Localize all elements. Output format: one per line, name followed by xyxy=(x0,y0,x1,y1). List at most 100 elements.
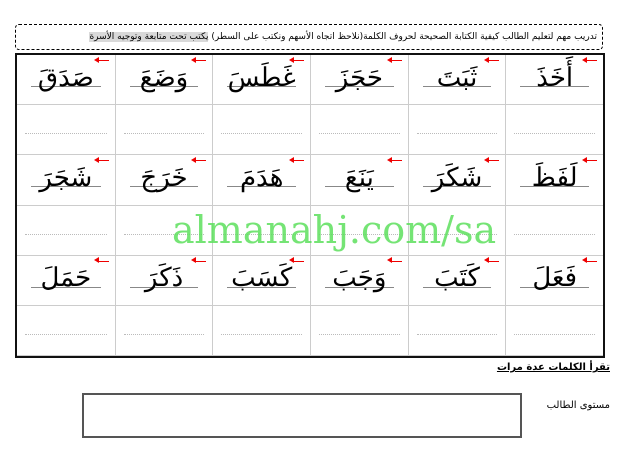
word-cell: وَجَبَ xyxy=(310,255,408,306)
practice-word: وَجَبَ xyxy=(332,263,387,294)
word-cell: غَطَسَ xyxy=(212,55,311,106)
word-cell: لَفَظَ xyxy=(505,155,603,206)
practice-word: صَدَقَ xyxy=(37,62,94,93)
writing-cell[interactable] xyxy=(310,105,408,156)
word-cell: أَخَذَ xyxy=(505,55,603,106)
practice-word: كَسَبَ xyxy=(231,263,293,294)
word-cell: وَضَعَ xyxy=(114,55,213,106)
writing-cell[interactable] xyxy=(212,205,311,256)
writing-line xyxy=(25,233,107,235)
word-cell: شَكَرَ xyxy=(407,155,506,206)
word-cell: ذَكَرَ xyxy=(114,255,213,306)
stroke-arrow-icon xyxy=(484,257,500,264)
baseline xyxy=(520,286,589,288)
writing-cell[interactable] xyxy=(407,305,506,356)
practice-word: حَجَزَ xyxy=(335,62,383,93)
writing-cell[interactable] xyxy=(407,205,506,256)
writing-line xyxy=(319,133,400,135)
stroke-arrow-icon xyxy=(289,257,305,264)
word-cell: شَجَرَ xyxy=(17,155,115,206)
practice-word: فَعَلَ xyxy=(532,263,578,294)
baseline xyxy=(227,86,297,87)
baseline xyxy=(422,86,492,87)
writing-line xyxy=(25,333,107,335)
practice-word: هَدَمَ xyxy=(239,162,284,193)
writing-cell[interactable] xyxy=(407,105,506,156)
student-level-box[interactable] xyxy=(82,393,522,438)
writing-cell[interactable] xyxy=(17,306,115,356)
writing-line xyxy=(123,233,205,235)
writing-cell[interactable] xyxy=(505,105,603,156)
practice-word: لَفَظَ xyxy=(531,162,578,193)
word-cell: يَنَعَ xyxy=(310,155,408,206)
writing-cell[interactable] xyxy=(114,105,213,156)
writing-cell[interactable] xyxy=(310,205,408,256)
stroke-arrow-icon xyxy=(289,56,305,63)
word-cell: هَدَمَ xyxy=(212,155,311,206)
baseline xyxy=(520,186,589,188)
stroke-arrow-icon xyxy=(93,257,109,264)
writing-cell[interactable] xyxy=(310,305,408,356)
word-cell: خَرَجَ xyxy=(114,155,213,206)
baseline xyxy=(422,286,492,288)
stroke-arrow-icon xyxy=(93,56,109,63)
writing-line xyxy=(416,233,498,235)
writing-line xyxy=(319,233,400,235)
writing-practice-table: أَخَذَ ثَبَتَ حَجَزَ غَطَسَ وَضَعَ صَدَقَ لَفَ… xyxy=(15,53,605,358)
practice-word: يَنَعَ xyxy=(344,162,374,193)
writing-line xyxy=(319,333,400,335)
baseline xyxy=(325,286,394,288)
writing-line xyxy=(416,333,498,335)
writing-cell[interactable] xyxy=(505,305,603,356)
stroke-arrow-icon xyxy=(386,156,402,163)
stroke-arrow-icon xyxy=(386,257,402,264)
writing-cell[interactable] xyxy=(114,305,213,356)
writing-line xyxy=(123,333,205,335)
stroke-arrow-icon xyxy=(191,56,207,63)
baseline xyxy=(325,86,394,87)
word-cell: حَمَلَ xyxy=(17,256,115,306)
practice-word: كَتَبَ xyxy=(434,263,480,294)
writing-line xyxy=(123,133,205,135)
writing-cell[interactable] xyxy=(212,105,311,156)
baseline xyxy=(227,186,297,188)
word-cell: صَدَقَ xyxy=(17,55,115,106)
practice-word: أَخَذَ xyxy=(536,62,574,93)
writing-cell[interactable] xyxy=(505,205,603,256)
word-cell: فَعَلَ xyxy=(505,255,603,306)
stroke-arrow-icon xyxy=(191,156,207,163)
writing-line xyxy=(514,333,595,335)
practice-word: ذَكَرَ xyxy=(144,263,184,294)
word-cell: ثَبَتَ xyxy=(407,55,506,106)
practice-word: شَجَرَ xyxy=(39,162,93,193)
writing-cell[interactable] xyxy=(114,205,213,256)
instruction-text: تدريب مهم لتعليم الطالب كيفية الكتابة ال… xyxy=(208,32,597,42)
baseline xyxy=(422,186,492,188)
writing-line xyxy=(25,133,107,135)
stroke-arrow-icon xyxy=(93,156,109,163)
instruction-highlight: يكتب تحت متابعة وتوجيه الأسرة xyxy=(89,32,209,42)
stroke-arrow-icon xyxy=(484,156,500,163)
baseline xyxy=(325,186,394,188)
writing-cell[interactable] xyxy=(17,105,115,156)
stroke-arrow-icon xyxy=(386,56,402,63)
word-cell: كَسَبَ xyxy=(212,255,311,306)
baseline xyxy=(129,86,199,87)
student-level-label: مستوى الطالب xyxy=(546,400,610,411)
stroke-arrow-icon xyxy=(582,257,597,264)
stroke-arrow-icon xyxy=(582,56,597,63)
writing-line xyxy=(221,233,303,235)
practice-word: خَرَجَ xyxy=(140,162,188,193)
practice-word: حَمَلَ xyxy=(40,263,92,294)
practice-word: ثَبَتَ xyxy=(436,62,478,93)
writing-line xyxy=(514,133,595,135)
stroke-arrow-icon xyxy=(484,56,500,63)
baseline xyxy=(31,86,101,87)
baseline xyxy=(520,86,589,87)
stroke-arrow-icon xyxy=(582,156,597,163)
baseline xyxy=(31,286,101,288)
word-cell: حَجَزَ xyxy=(310,55,408,106)
writing-cell[interactable] xyxy=(212,305,311,356)
baseline xyxy=(129,186,199,188)
writing-cell[interactable] xyxy=(17,206,115,256)
